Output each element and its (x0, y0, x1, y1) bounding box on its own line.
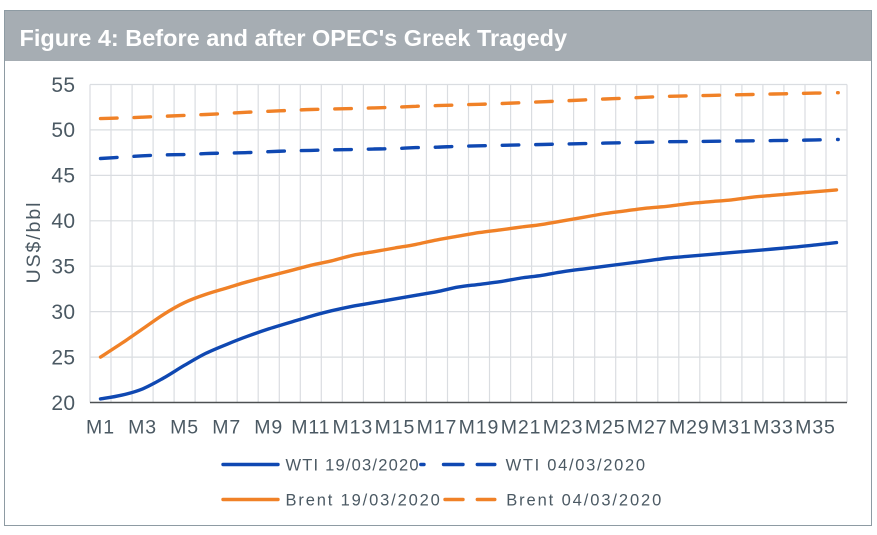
svg-text:20: 20 (51, 392, 75, 415)
svg-text:M21: M21 (501, 417, 542, 439)
svg-text:M35: M35 (795, 417, 836, 439)
svg-text:Brent 19/03/2020: Brent 19/03/2020 (286, 491, 442, 509)
svg-text:40: 40 (51, 210, 75, 233)
svg-text:Brent 04/03/2020: Brent 04/03/2020 (506, 491, 663, 509)
svg-text:30: 30 (51, 301, 75, 324)
svg-text:M31: M31 (711, 417, 752, 439)
svg-text:M7: M7 (212, 417, 241, 439)
svg-text:35: 35 (51, 256, 75, 279)
svg-text:M15: M15 (375, 417, 416, 439)
svg-text:M33: M33 (753, 417, 794, 439)
svg-text:WTI 19/03/2020: WTI 19/03/2020 (286, 456, 420, 474)
svg-text:M29: M29 (669, 417, 710, 439)
svg-text:M27: M27 (627, 417, 668, 439)
svg-text:45: 45 (51, 165, 75, 188)
svg-text:M3: M3 (128, 417, 157, 439)
svg-text:M5: M5 (170, 417, 199, 439)
svg-text:WTI 04/03/2020: WTI 04/03/2020 (506, 456, 647, 474)
svg-text:M9: M9 (254, 417, 283, 439)
svg-text:M17: M17 (417, 417, 458, 439)
svg-text:US$/bbl: US$/bbl (23, 201, 45, 284)
svg-text:M19: M19 (459, 417, 500, 439)
svg-text:M11: M11 (291, 417, 330, 439)
svg-text:M25: M25 (585, 417, 626, 439)
svg-text:55: 55 (51, 74, 75, 97)
svg-text:25: 25 (51, 346, 75, 369)
svg-text:M23: M23 (543, 417, 584, 439)
svg-text:50: 50 (51, 119, 75, 142)
svg-text:M13: M13 (332, 417, 373, 439)
svg-text:M1: M1 (86, 417, 115, 439)
